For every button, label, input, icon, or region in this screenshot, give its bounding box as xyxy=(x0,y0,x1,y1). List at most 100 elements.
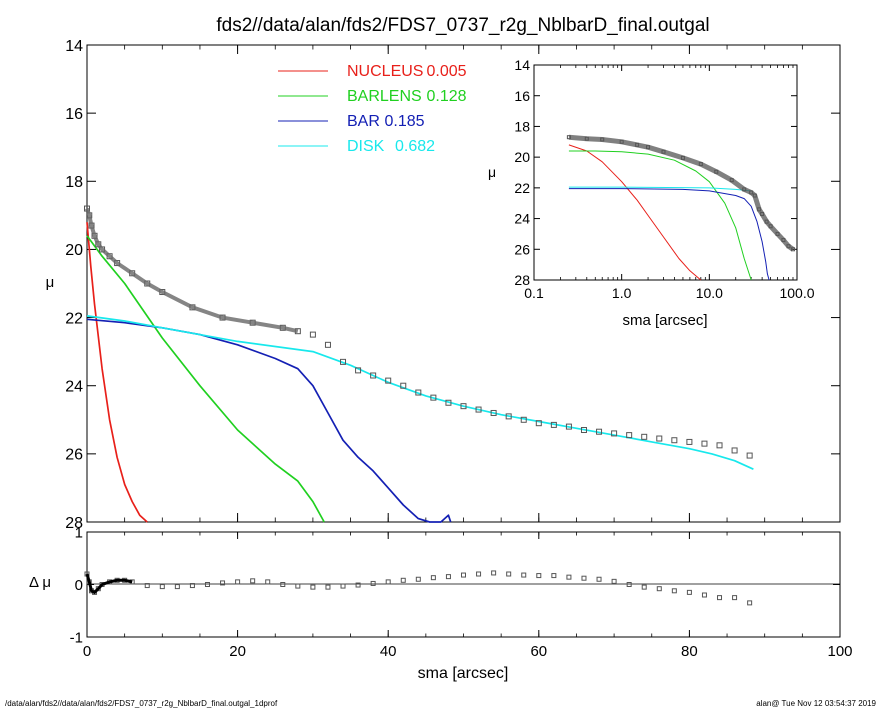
x-tick-label: 0.1 xyxy=(524,285,544,301)
data-point xyxy=(535,420,542,427)
data-point xyxy=(611,430,618,437)
inset-y-axis-label: μ xyxy=(488,164,496,180)
residual-band xyxy=(85,573,133,595)
data-point xyxy=(430,394,437,401)
residual-point xyxy=(747,600,753,606)
residual-point xyxy=(174,584,180,590)
data-point xyxy=(520,416,527,423)
residual-point xyxy=(536,573,542,579)
y-tick-label: 24 xyxy=(65,378,83,395)
data-point xyxy=(505,413,512,420)
residual-point xyxy=(159,584,165,590)
data-band xyxy=(568,134,795,252)
y-tick-label: -1 xyxy=(70,629,83,646)
y-tick-label: 18 xyxy=(65,174,83,191)
y-tick-label: 16 xyxy=(65,106,83,123)
residual-point xyxy=(340,583,346,589)
x-tick-label: 80 xyxy=(681,643,698,660)
y-tick-label: 14 xyxy=(65,38,83,55)
residual-point xyxy=(235,579,241,585)
residual-point xyxy=(385,579,391,585)
x-tick-label: 100.0 xyxy=(779,285,814,301)
chart-title: fds2//data/alan/fds2/FDS7_0737_r2g_Nblba… xyxy=(216,15,709,36)
y-tick-label: 22 xyxy=(514,180,530,196)
residual-point xyxy=(596,576,602,582)
residual-plot: 0 20 40 60 80 100-101 Δ μ sma [arcsec] xyxy=(29,524,853,682)
residual-y-axis-label: Δ μ xyxy=(29,574,51,591)
barlens-line xyxy=(86,235,325,523)
residual-point xyxy=(476,571,482,577)
residual-point xyxy=(671,588,677,594)
bar-line xyxy=(86,318,452,523)
residual-point xyxy=(144,583,150,589)
residual-point xyxy=(461,572,466,578)
residual-point xyxy=(717,595,723,601)
y-tick-label: 26 xyxy=(514,241,530,257)
residual-point xyxy=(521,572,527,578)
data-point xyxy=(746,452,753,459)
data-point xyxy=(309,331,316,338)
data-point xyxy=(580,427,587,434)
residual-point xyxy=(656,586,662,592)
data-point xyxy=(415,389,422,396)
data-point xyxy=(671,437,678,444)
legend-value-nucleus: 0.005 xyxy=(427,63,467,80)
residual-point xyxy=(491,570,497,576)
data-point xyxy=(550,421,557,428)
main-y-axis-label: μ xyxy=(46,274,55,291)
data-point xyxy=(565,423,572,430)
nucleus-line xyxy=(568,144,702,281)
data-point xyxy=(340,358,347,365)
nucleus-line xyxy=(86,222,148,523)
residual-point xyxy=(551,573,557,579)
y-tick-label: 20 xyxy=(514,149,530,165)
barlens-line xyxy=(568,150,752,281)
main-x-axis-label: sma [arcsec] xyxy=(418,665,509,682)
residual-point xyxy=(220,580,226,586)
data-point xyxy=(475,406,482,413)
residual-point xyxy=(265,579,271,585)
residual-point xyxy=(204,582,210,587)
x-tick-label: 20 xyxy=(229,643,246,660)
data-point xyxy=(385,377,392,384)
data-point xyxy=(656,435,663,442)
legend-value-barlens: 0.128 xyxy=(427,88,467,105)
data-band xyxy=(85,207,299,334)
y-tick-label: 28 xyxy=(514,272,530,288)
y-tick-label: 16 xyxy=(514,88,530,104)
data-point xyxy=(716,442,723,449)
legend-value-disk: 0.682 xyxy=(395,138,435,155)
residual-point xyxy=(506,571,512,577)
data-point xyxy=(641,433,648,440)
legend-value-bar: 0.185 xyxy=(385,113,425,130)
data-point xyxy=(370,372,377,379)
x-tick-label: 100 xyxy=(827,643,852,660)
y-tick-label: 24 xyxy=(514,211,530,227)
x-tick-label: 10.0 xyxy=(696,285,723,301)
residual-point xyxy=(686,589,692,595)
y-tick-label: 28 xyxy=(65,515,83,532)
x-tick-label: 40 xyxy=(380,643,397,660)
y-tick-label: 22 xyxy=(65,310,83,327)
y-tick-label: 14 xyxy=(514,57,530,73)
residual-point xyxy=(370,580,376,586)
data-point xyxy=(596,428,603,435)
inset-x-axis-label: sma [arcsec] xyxy=(622,312,707,329)
data-point xyxy=(701,440,708,447)
residual-point xyxy=(295,583,301,589)
inset-plot-frame xyxy=(533,64,798,281)
residual-point xyxy=(325,584,331,590)
legend-label-barlens: BARLENS xyxy=(347,88,422,105)
inset-plot: 0.1 1.0 10.0 100.0 14 16 18 20 22 24 26 28 sma [arc… xyxy=(488,57,815,329)
residual-point xyxy=(280,582,286,587)
residual-point xyxy=(566,574,572,580)
data-point xyxy=(355,367,362,374)
residual-point xyxy=(430,575,436,581)
x-tick-label: 1.0 xyxy=(612,285,632,301)
data-point xyxy=(460,403,467,410)
data-point xyxy=(400,382,407,389)
y-tick-label: 0 xyxy=(75,577,83,594)
